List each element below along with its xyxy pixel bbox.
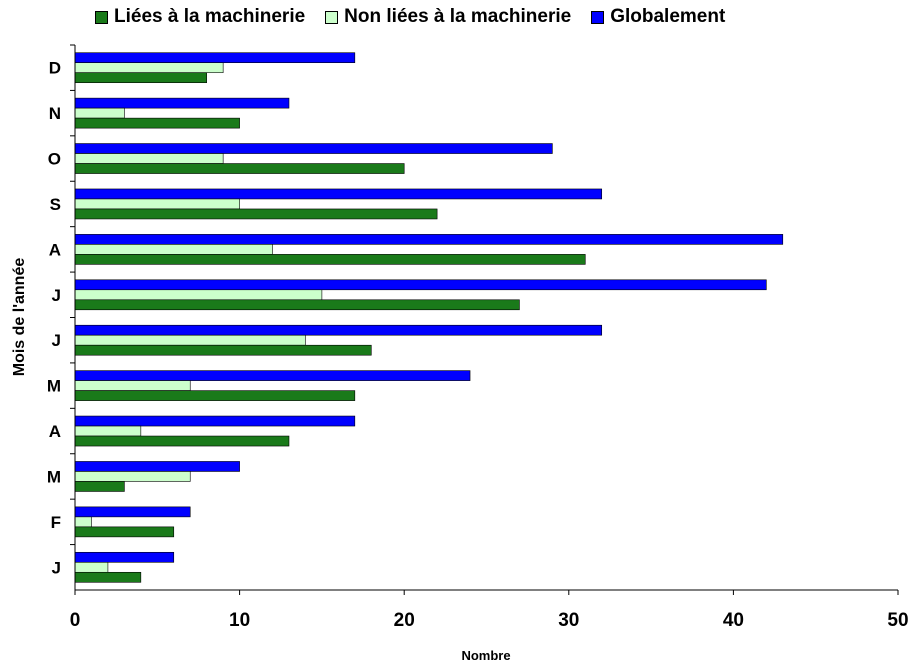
y-tick-label-8: S [50, 195, 61, 214]
bar-overall-8 [74, 188, 603, 200]
bar-overall-10 [74, 97, 290, 109]
bar-machinery-5 [74, 344, 372, 356]
bar-non-machinery-9 [74, 153, 224, 164]
legend-item-non-machinery: Non liées à la machinerie [325, 6, 571, 28]
legend-label-machinery: Liées à la machinerie [114, 6, 306, 27]
x-tick-label-0: 0 [70, 610, 81, 631]
bar-overall-3 [74, 415, 356, 427]
x-tick-label-4: 40 [723, 610, 744, 631]
bars-group [74, 52, 784, 583]
bar-machinery-1 [74, 526, 175, 538]
x-tick-label-2: 20 [394, 610, 415, 631]
y-tick-label-4: M [47, 377, 61, 396]
bar-machinery-7 [74, 254, 586, 265]
legend-swatch-overall [591, 10, 605, 24]
bar-machinery-0 [74, 571, 142, 583]
bar-machinery-6 [74, 299, 520, 311]
legend-item-machinery: Liées à la machinerie [95, 6, 305, 28]
legend-label-non-machinery: Non liées à la machinerie [344, 6, 572, 27]
bar-overall-2 [74, 461, 240, 472]
x-ticks-group: 0 10 20 30 40 50 [70, 590, 909, 631]
legend: Liées à la machinerie Non liées à la mac… [95, 6, 725, 28]
bar-non-machinery-0 [74, 561, 109, 573]
legend-item-overall: Globalement [591, 6, 725, 28]
bar-non-machinery-11 [74, 62, 224, 74]
y-tick-label-1: F [51, 513, 61, 532]
y-tick-label-11: D [49, 59, 61, 78]
bar-overall-4 [74, 370, 471, 381]
x-tick-label-5: 50 [887, 610, 908, 631]
y-tick-label-10: N [49, 104, 61, 123]
legend-swatch-machinery [95, 10, 108, 24]
y-tick-label-7: A [49, 240, 61, 259]
bar-machinery-9 [74, 163, 405, 174]
bar-overall-11 [74, 52, 356, 64]
y-tick-label-0: J [52, 558, 61, 577]
y-tick-label-9: O [48, 150, 61, 169]
bar-non-machinery-7 [74, 244, 273, 255]
legend-swatch-non-machinery [325, 10, 339, 24]
legend-label-overall: Globalement [610, 6, 726, 27]
bar-machinery-10 [74, 117, 240, 129]
bar-machinery-11 [74, 72, 207, 84]
x-tick-label-1: 10 [229, 610, 250, 631]
bar-overall-0 [74, 551, 175, 563]
bar-non-machinery-4 [74, 380, 191, 391]
bar-non-machinery-1 [74, 516, 92, 528]
bar-overall-9 [74, 143, 553, 154]
bar-machinery-3 [74, 435, 290, 447]
bar-non-machinery-6 [74, 289, 323, 301]
y-tick-label-5: J [52, 331, 61, 350]
bar-machinery-4 [74, 390, 356, 401]
bar-non-machinery-10 [74, 107, 125, 119]
y-tick-label-3: A [49, 422, 61, 441]
bar-overall-6 [74, 279, 767, 291]
y-axis-title: Mois de l'année [11, 258, 28, 377]
bar-machinery-8 [74, 208, 438, 220]
bar-non-machinery-3 [74, 425, 142, 437]
x-tick-label-3: 30 [558, 610, 579, 631]
bar-non-machinery-2 [74, 471, 191, 482]
x-axis-title: Nombre [461, 648, 510, 663]
bar-overall-7 [74, 234, 784, 245]
y-ticks-group: J F M A M J J A S O N D [47, 44, 75, 577]
y-tick-label-6: J [52, 286, 61, 305]
bar-overall-1 [74, 506, 191, 518]
bar-overall-5 [74, 324, 603, 336]
y-tick-label-2: M [47, 467, 61, 486]
bar-machinery-2 [74, 481, 125, 492]
bar-non-machinery-5 [74, 334, 306, 346]
bar-non-machinery-8 [74, 198, 240, 210]
